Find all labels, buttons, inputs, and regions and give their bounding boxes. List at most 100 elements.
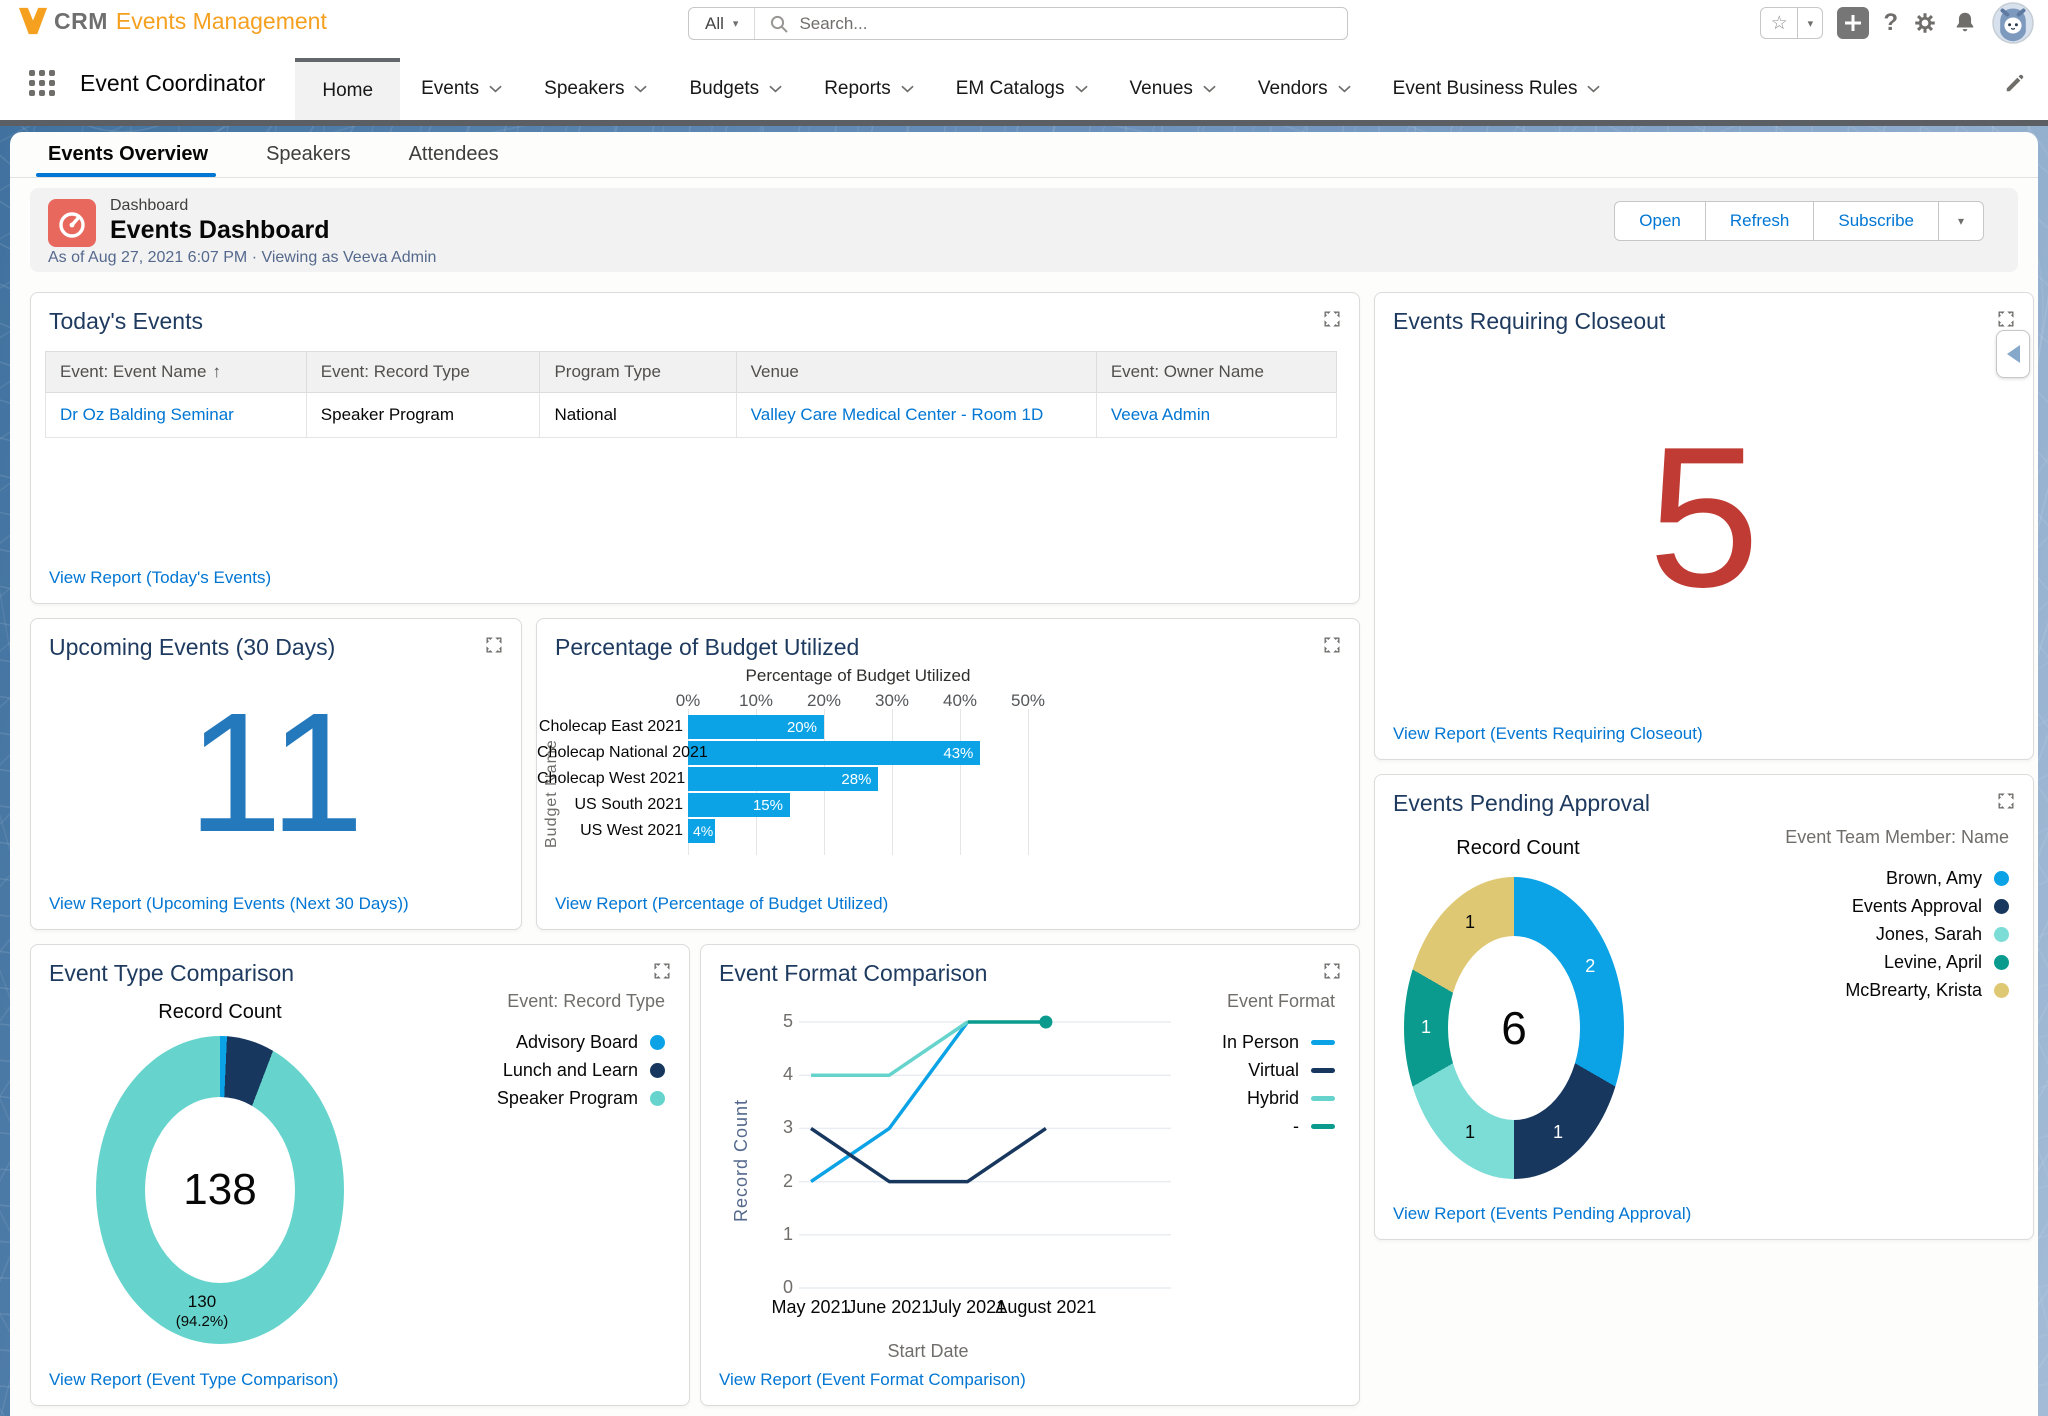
nav-item-home[interactable]: Home xyxy=(295,58,401,120)
slice-value-label: 1 xyxy=(1420,1017,1432,1038)
search-scope-button[interactable]: All ▾ xyxy=(689,8,754,39)
legend-title: Event Format xyxy=(1226,991,1335,1011)
view-report-link[interactable]: View Report (Events Pending Approval) xyxy=(1393,1204,1692,1223)
as-of-text: As of Aug 27, 2021 6:07 PM · Viewing as … xyxy=(48,249,437,266)
column-header-event-record-type[interactable]: Event: Record Type xyxy=(305,351,541,393)
card-title: Event Type Comparison xyxy=(49,960,295,986)
search-input[interactable] xyxy=(789,13,1347,34)
bar-value-label: 15% xyxy=(752,796,783,814)
x-tick-label: 40% xyxy=(942,691,978,710)
x-tick-label: 30% xyxy=(874,691,910,710)
card-todays-events: Today's Events Event: Event Name ↑ Event: … xyxy=(30,292,1360,604)
view-report-link[interactable]: View Report (Event Format Comparison) xyxy=(719,1370,1026,1389)
legend-line-swatch xyxy=(1311,1067,1335,1073)
nav-item-label: Vendors xyxy=(1257,78,1328,99)
donut-chart[interactable]: 6 2 1 1 1 1 xyxy=(1404,877,1624,1179)
notifications-bell-icon[interactable] xyxy=(1952,10,1978,36)
nav-item-reports[interactable]: Reports xyxy=(803,58,935,120)
tab-speakers[interactable]: Speakers xyxy=(266,132,351,177)
legend-label: McBrearty, Krista xyxy=(1845,979,1982,1000)
expand-icon[interactable] xyxy=(1996,791,2016,811)
chevron-down-icon xyxy=(901,85,914,93)
view-report-link[interactable]: View Report (Event Type Comparison) xyxy=(49,1370,339,1389)
expand-icon[interactable] xyxy=(1322,635,1342,655)
expand-icon[interactable] xyxy=(484,635,504,655)
legend-item-advisory-board: Advisory Board xyxy=(497,1028,665,1056)
app-launcher-icon[interactable] xyxy=(26,67,58,99)
record-link[interactable]: Valley Care Medical Center - Room 1D xyxy=(750,405,1044,424)
legend-items: Brown, Amy Events Approval Jones, Sarah Lev… xyxy=(1785,864,2009,1004)
legend-color-dot xyxy=(1994,926,2009,942)
tab-events-overview[interactable]: Events Overview xyxy=(35,132,217,177)
tab-attendees[interactable]: Attendees xyxy=(409,132,499,177)
legend-item-brown-amy: Brown, Amy xyxy=(1785,864,2009,892)
chevron-down-icon xyxy=(634,85,648,93)
setup-gear-icon[interactable] xyxy=(1912,10,1938,36)
card-event-type-comparison: Event Type Comparison Record Count 138 13… xyxy=(30,944,690,1406)
bar-us-west-2021: 4% xyxy=(688,819,716,843)
cell-text: National xyxy=(554,405,617,424)
expand-icon[interactable] xyxy=(1322,961,1342,981)
nav-item-budgets[interactable]: Budgets xyxy=(668,58,803,120)
record-link[interactable]: Veeva Admin xyxy=(1110,405,1211,424)
bar-chart-plot: 20% 43% 28% 15% 4% xyxy=(688,709,1036,855)
expand-icon[interactable] xyxy=(652,961,672,981)
column-header-event-owner-name[interactable]: Event: Owner Name xyxy=(1095,351,1338,393)
view-report-link[interactable]: View Report (Percentage of Budget Utiliz… xyxy=(555,894,889,913)
global-header: CRM Events Management All ▾ ☆ ▾ ? xyxy=(0,0,2048,46)
nav-item-event-business-rules[interactable]: Event Business Rules xyxy=(1372,58,1622,120)
view-report-link[interactable]: View Report (Upcoming Events (Next 30 Da… xyxy=(49,894,409,913)
nav-item-label: Home xyxy=(322,80,374,101)
record-link[interactable]: Dr Oz Balding Seminar xyxy=(60,405,234,424)
view-report-link[interactable]: View Report (Today's Events) xyxy=(49,568,272,587)
subscribe-button[interactable]: Subscribe xyxy=(1813,201,1939,241)
collapse-panel-handle[interactable] xyxy=(1996,330,2030,378)
column-header-event-event-name[interactable]: Event: Event Name ↑ xyxy=(45,351,307,393)
legend-items: In Person Virtual Hybrid - xyxy=(1222,1028,1335,1140)
nav-item-speakers[interactable]: Speakers xyxy=(523,58,668,120)
view-report-link[interactable]: View Report (Events Requiring Closeout) xyxy=(1393,724,1703,743)
nav-item-venues[interactable]: Venues xyxy=(1109,58,1237,120)
column-header-label: Event: Owner Name xyxy=(1110,362,1264,381)
y-tick-label: 1 xyxy=(782,1223,793,1244)
card-event-format-comparison: Event Format Comparison Record Count Sta… xyxy=(700,944,1360,1406)
bar-category-label: US South 2021 xyxy=(574,796,683,813)
table-row: Dr Oz Balding Seminar Speaker Program Nati… xyxy=(45,392,1338,438)
favorites-star-icon[interactable]: ☆ xyxy=(1760,7,1799,39)
refresh-button[interactable]: Refresh xyxy=(1704,201,1815,241)
nav-item-vendors[interactable]: Vendors xyxy=(1237,58,1372,120)
line-series-virtual xyxy=(810,1126,1047,1184)
global-actions-plus-icon[interactable] xyxy=(1837,7,1870,39)
todays-events-table: Event: Event Name ↑ Event: Record Type Prog… xyxy=(45,351,1338,438)
nav-item-em-catalogs[interactable]: EM Catalogs xyxy=(935,58,1109,120)
column-header-venue[interactable]: Venue xyxy=(735,351,1097,393)
donut-chart[interactable]: 138 130 (94.2%) xyxy=(96,1036,344,1344)
table-cell: Veeva Admin xyxy=(1095,392,1338,438)
expand-icon[interactable] xyxy=(1322,309,1342,329)
sort-ascending-icon: ↑ xyxy=(212,362,221,381)
nav-item-label: Events xyxy=(421,78,480,99)
dashboard-actions: Open Refresh Subscribe ▾ xyxy=(1614,201,1984,241)
card-title: Events Pending Approval xyxy=(1393,790,1651,816)
expand-icon[interactable] xyxy=(1996,309,2016,329)
column-header-label: Program Type xyxy=(554,362,661,381)
column-header-program-type[interactable]: Program Type xyxy=(539,351,737,393)
nav-item-events[interactable]: Events xyxy=(400,58,523,120)
y-tick-label: 3 xyxy=(782,1117,793,1138)
table-body: Dr Oz Balding Seminar Speaker Program Nati… xyxy=(45,392,1338,438)
user-avatar[interactable] xyxy=(1992,2,2034,44)
edit-pencil-icon[interactable] xyxy=(2004,72,2026,94)
gridline xyxy=(892,709,893,855)
open-button[interactable]: Open xyxy=(1614,201,1706,241)
slice-value-label: 1 xyxy=(1552,1122,1564,1143)
more-actions-caret-icon[interactable]: ▾ xyxy=(1938,201,1984,241)
gridline xyxy=(960,709,961,855)
metric-value: 11 xyxy=(187,678,365,868)
metric-value: 5 xyxy=(1648,406,1760,629)
favorites-caret-icon[interactable]: ▾ xyxy=(1797,7,1824,39)
help-icon[interactable]: ? xyxy=(1883,9,1898,36)
legend-label: Advisory Board xyxy=(515,1031,638,1052)
data-point-dot xyxy=(1039,1015,1053,1029)
dashboard-gauge-icon xyxy=(48,199,96,247)
legend-color-dot xyxy=(1994,954,2009,970)
